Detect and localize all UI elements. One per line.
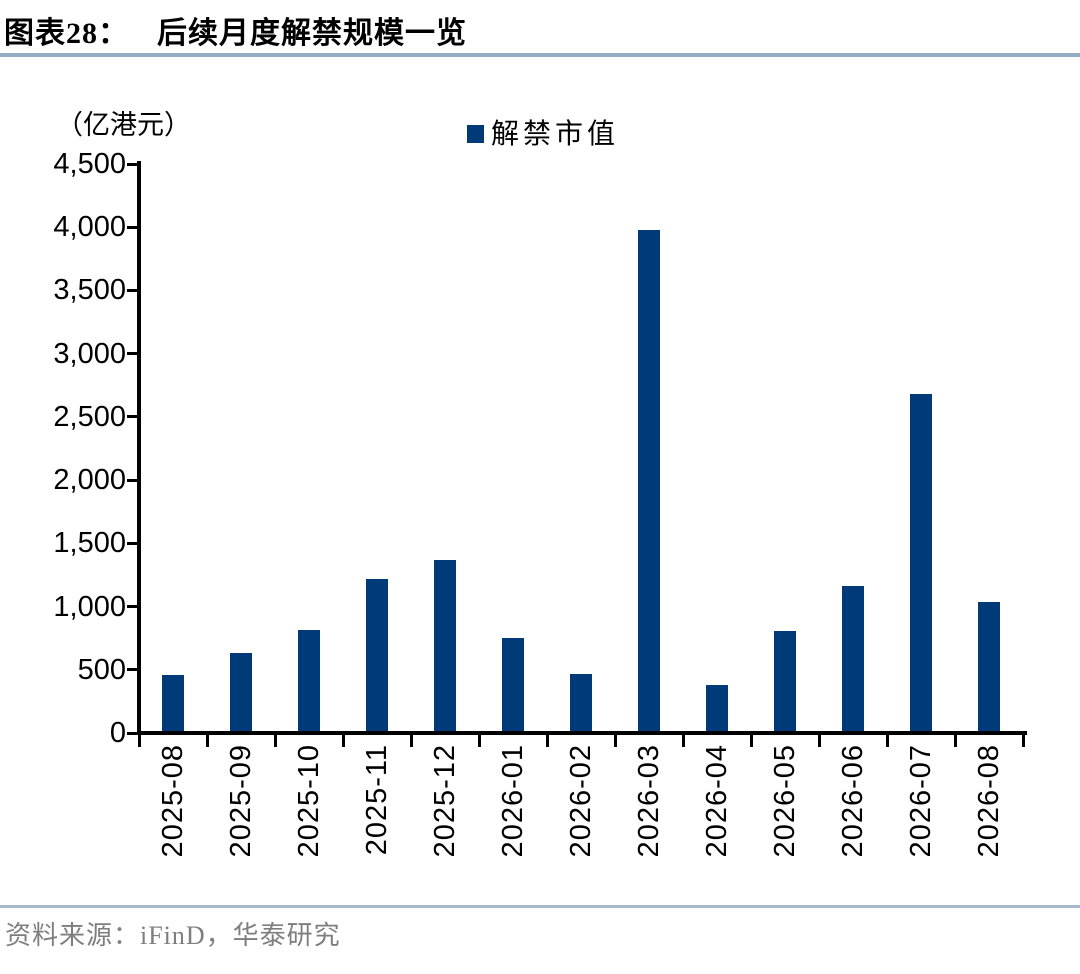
footer-divider: [0, 905, 1080, 908]
x-axis-tick: [409, 735, 413, 747]
bar-2025-11: [366, 578, 388, 733]
y-axis-tick-label: 500: [77, 653, 126, 686]
x-axis-tick-label: 2026-05: [768, 744, 801, 858]
x-axis-tick: [817, 735, 821, 747]
x-axis-tick: [273, 735, 277, 747]
y-axis-tick-label: 3,000: [53, 337, 126, 370]
bar-2025-10: [298, 629, 320, 733]
y-axis-tick: [127, 225, 138, 229]
y-axis-tick: [127, 162, 138, 166]
y-axis-tick-label: 4,500: [53, 148, 126, 180]
x-axis-tick: [341, 735, 345, 747]
x-axis-tick: [613, 735, 617, 747]
y-axis-tick: [127, 668, 138, 672]
x-axis-label-column: 2025-08: [139, 744, 207, 884]
bar-2026-02: [570, 674, 592, 733]
x-axis-tick-label: 2025-11: [360, 744, 393, 856]
bar-2026-03: [638, 229, 660, 733]
bar-2026-04: [706, 684, 728, 733]
unlock-schedule-bar-chart: 图表28： 后续月度解禁规模一览 （亿港元） 解禁市值 0 500 1,000 1,50…: [0, 8, 1080, 950]
bar-2025-09: [230, 653, 252, 733]
x-axis-tick: [137, 735, 141, 747]
x-axis-line: [137, 731, 1027, 735]
x-axis-label-column: 2026-04: [683, 744, 751, 884]
legend: 解禁市值: [467, 112, 619, 152]
x-axis-tick-label: 2026-01: [496, 744, 529, 858]
legend-label: 解禁市值: [491, 119, 620, 150]
x-axis-tick: [681, 735, 685, 747]
figure-number-label: 图表28：: [4, 17, 129, 50]
x-axis-tick: [953, 735, 957, 747]
bar-2026-05: [774, 631, 796, 733]
x-axis-tick-label: 2025-08: [156, 744, 189, 858]
x-axis-label-column: 2025-10: [275, 744, 343, 884]
y-axis-tick: [127, 541, 138, 545]
x-axis-tick: [477, 735, 481, 747]
y-axis-tick-label: 0: [109, 717, 126, 749]
x-axis-label-column: 2026-06: [819, 744, 887, 884]
x-axis-label-column: 2025-11: [343, 744, 411, 884]
legend-swatch-icon: [467, 125, 484, 143]
x-axis-tick-label: 2026-07: [904, 744, 937, 858]
y-axis-tick: [127, 288, 138, 292]
x-axis-label-column: 2026-01: [479, 744, 547, 884]
x-axis-tick-label: 2025-09: [224, 744, 257, 858]
x-axis-label-column: 2026-05: [751, 744, 819, 884]
x-axis-tick-label: 2025-12: [428, 744, 461, 858]
y-axis-tick-label: 2,000: [53, 464, 126, 497]
y-axis-tick-label: 3,500: [53, 274, 126, 307]
x-axis-tick-label: 2026-08: [972, 744, 1005, 858]
bar-2025-12: [434, 560, 456, 733]
y-axis-tick-label: 4,000: [53, 211, 126, 244]
x-axis-tick-label: 2026-03: [632, 744, 665, 858]
title-divider: [0, 53, 1080, 57]
y-axis-tick: [127, 605, 138, 609]
chart-header: 图表28： 后续月度解禁规模一览: [4, 8, 467, 52]
x-axis-label-column: 2026-02: [547, 744, 615, 884]
bar-2025-08: [162, 674, 184, 733]
x-axis-tick: [205, 735, 209, 747]
y-axis-tick-label: 1,000: [53, 590, 126, 623]
bar-2026-01: [502, 638, 524, 733]
y-axis-tick-label: 1,500: [53, 527, 126, 560]
x-axis-label-column: 2025-12: [411, 744, 479, 884]
x-axis-tick-label: 2026-06: [836, 744, 869, 858]
x-axis-label-column: 2026-08: [955, 744, 1023, 884]
x-axis-tick: [749, 735, 753, 747]
x-axis-tick: [1021, 735, 1025, 747]
source-note: 资料来源：iFinD，华泰研究: [5, 921, 341, 950]
y-axis-tick: [127, 415, 138, 419]
x-axis-tick: [545, 735, 549, 747]
bar-2026-07: [910, 394, 932, 733]
x-axis-label-column: 2026-03: [615, 744, 683, 884]
x-axis-tick-label: 2026-04: [700, 744, 733, 858]
bar-2026-06: [842, 585, 864, 733]
y-axis-tick: [127, 478, 138, 482]
x-axis-label-column: 2025-09: [207, 744, 275, 884]
x-axis-label-column: 2026-07: [887, 744, 955, 884]
page-title: 后续月度解禁规模一览: [157, 17, 467, 50]
y-axis-tick: [127, 352, 138, 356]
x-axis-tick-label: 2025-10: [292, 744, 325, 858]
x-axis-tick-label: 2026-02: [564, 744, 597, 858]
y-axis-unit-label: （亿港元）: [56, 110, 191, 140]
bar-2026-08: [978, 602, 1000, 733]
y-axis-tick: [127, 731, 138, 735]
x-axis-tick: [885, 735, 889, 747]
y-axis-line: [137, 161, 141, 735]
y-axis-tick-label: 2,500: [53, 400, 126, 433]
